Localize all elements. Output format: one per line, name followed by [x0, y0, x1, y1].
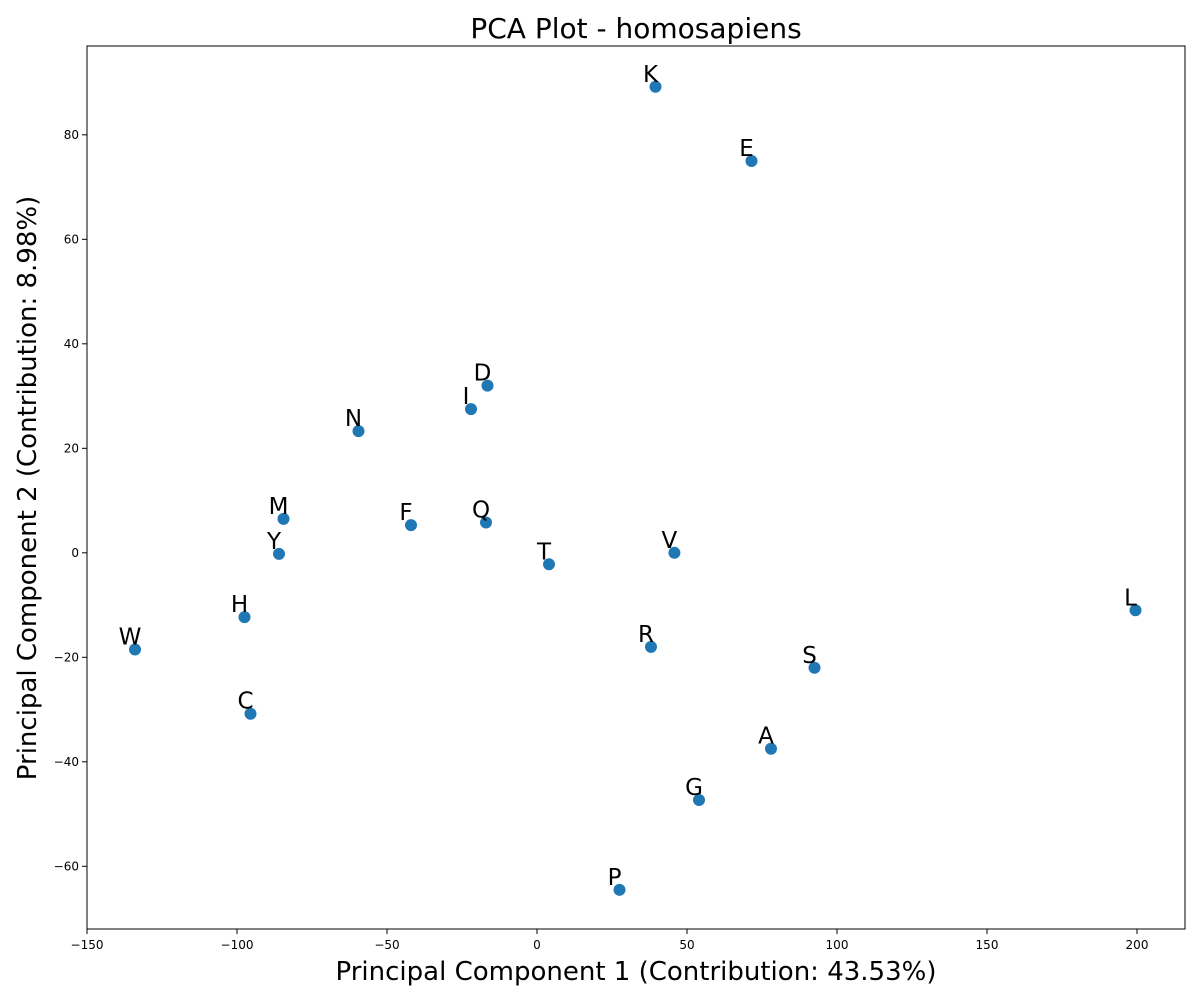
- data-points: K E DI N M F Q Y T V H W R S L C A G P: [119, 62, 1142, 896]
- data-point-label: L: [1124, 585, 1137, 611]
- data-point-label: K: [643, 62, 659, 88]
- data-point-w: [129, 643, 141, 656]
- data-point-label: R: [638, 622, 654, 648]
- data-point-label: D: [474, 361, 492, 387]
- data-point-i: [465, 403, 477, 416]
- data-point-m: [277, 512, 290, 525]
- data-point-label: S: [802, 643, 817, 669]
- y-tick-label: −20: [54, 650, 79, 664]
- chart-title: PCA Plot - homosapiens: [470, 12, 801, 45]
- plot-area-frame: [86, 45, 1186, 930]
- data-point-label: V: [662, 528, 678, 554]
- x-tick-label: 200: [1126, 938, 1149, 952]
- data-point-y: [273, 547, 285, 560]
- y-tick-label: 40: [64, 337, 79, 351]
- y-tick-label: 60: [64, 232, 79, 246]
- data-point-label: T: [536, 539, 552, 565]
- data-point-a: [765, 742, 777, 755]
- x-axis-label: Principal Component 1 (Contribution: 43.…: [336, 957, 937, 987]
- data-point-e: [745, 154, 758, 167]
- y-tick-label: −40: [54, 755, 79, 769]
- x-tick-label: 100: [826, 938, 849, 952]
- y-axis-label: Principal Component 2 (Contribution: 8.9…: [13, 196, 43, 780]
- data-point-f: [405, 519, 417, 532]
- data-point-label: F: [399, 500, 412, 526]
- x-tick-label: −150: [71, 938, 104, 952]
- data-point-q: [480, 516, 492, 529]
- data-point-t: [543, 558, 555, 571]
- data-point-label: G: [685, 775, 703, 801]
- data-point-label: E: [739, 136, 754, 162]
- data-point-c: [244, 707, 257, 720]
- data-point-label: C: [237, 689, 253, 715]
- data-point-k: [649, 80, 662, 93]
- data-point-v: [668, 546, 681, 559]
- y-tick-label: 0: [71, 546, 79, 560]
- x-tick-label: 50: [679, 938, 694, 952]
- data-point-p: [613, 883, 626, 896]
- y-tick-label: 20: [64, 441, 79, 455]
- data-point-h: [238, 611, 251, 624]
- data-point-n: [352, 425, 365, 438]
- data-point-label: Y: [266, 529, 282, 555]
- x-tick-label: 150: [976, 938, 999, 952]
- y-tick-label: 80: [64, 128, 79, 142]
- data-point-label: H: [231, 592, 248, 618]
- x-tick-label: −100: [221, 938, 254, 952]
- data-point-label: I: [463, 384, 470, 410]
- x-tick-label: −50: [374, 938, 399, 952]
- data-point-label: P: [608, 865, 622, 891]
- data-point-d: [481, 379, 494, 392]
- y-axis-ticks: −60 −40 −20 0 20 40 60 80: [54, 128, 87, 873]
- data-point-r: [645, 640, 657, 653]
- x-axis-ticks: −150 −100 −50 0 50 100 150 200: [71, 929, 1149, 952]
- data-point-label: A: [758, 724, 774, 750]
- data-point-label: W: [119, 624, 142, 650]
- data-point-label: Q: [472, 498, 490, 524]
- data-point-label: N: [345, 406, 362, 432]
- x-tick-label: 0: [533, 938, 541, 952]
- data-point-l: [1129, 604, 1142, 617]
- data-point-g: [693, 793, 705, 806]
- y-tick-label: −60: [54, 859, 79, 873]
- data-point-s: [808, 661, 821, 674]
- data-point-label: M: [269, 494, 289, 520]
